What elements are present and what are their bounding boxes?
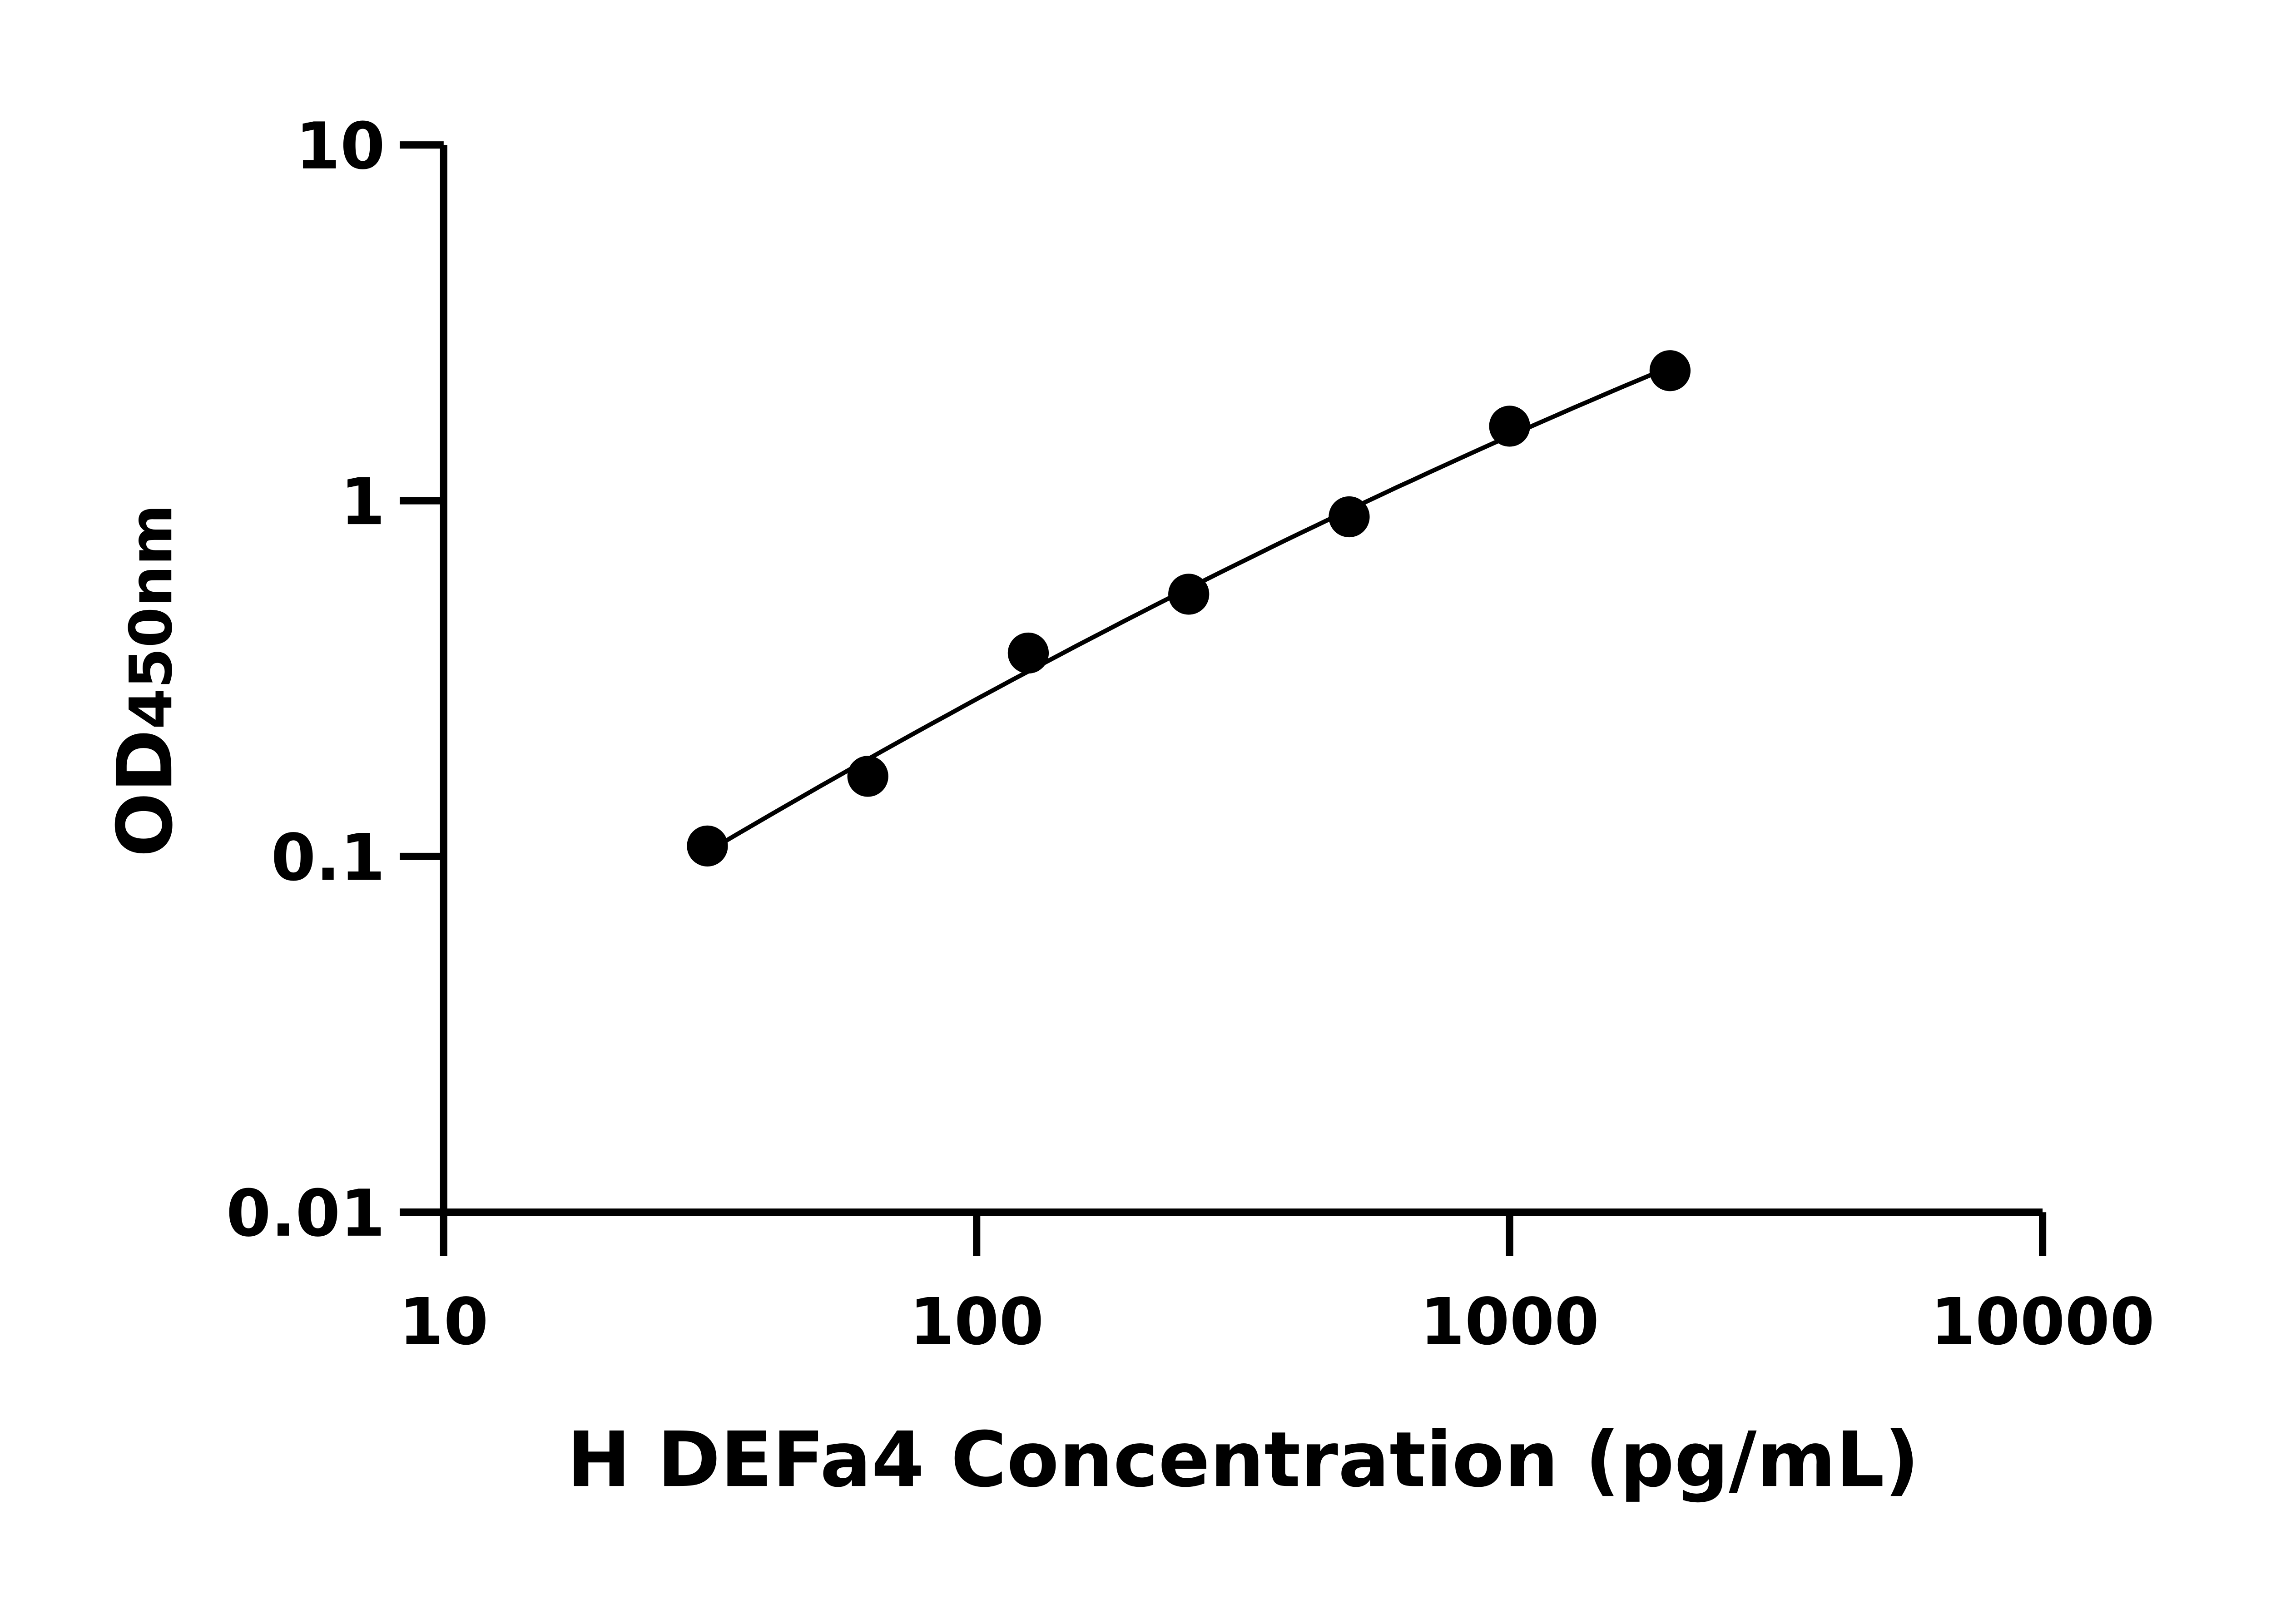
y-tick-label: 1: [340, 465, 385, 540]
data-point: [847, 756, 888, 797]
y-tick-label: 0.01: [226, 1176, 385, 1251]
data-points: [687, 350, 1691, 866]
x-axis-label: H DEFa4 Concentration (pg/mL): [567, 1415, 1919, 1504]
x-tick-label: 10: [399, 1284, 488, 1359]
x-tick-label: 10000: [1930, 1284, 2154, 1359]
data-point: [1007, 632, 1049, 674]
data-point: [687, 825, 728, 866]
y-axis-label-subscript: 450nm: [117, 505, 185, 729]
x-tick-label: 1000: [1420, 1284, 1599, 1359]
y-tick-label: 0.1: [271, 820, 385, 895]
data-point: [1489, 406, 1530, 447]
y-axis-label-main: OD: [100, 729, 189, 857]
data-point: [1649, 350, 1691, 391]
x-tick-label: 100: [909, 1284, 1044, 1359]
y-axis-label: OD450nm: [100, 505, 189, 857]
axes: 10 100 1000 10000 0.01 0.1 1 10: [226, 109, 2155, 1360]
data-point: [1168, 574, 1210, 615]
chart: 10 100 1000 10000 0.01 0.1 1 10 H DEFa4 Concent…: [100, 109, 2155, 1504]
data-point: [1329, 496, 1370, 538]
y-tick-label: 10: [295, 109, 385, 184]
